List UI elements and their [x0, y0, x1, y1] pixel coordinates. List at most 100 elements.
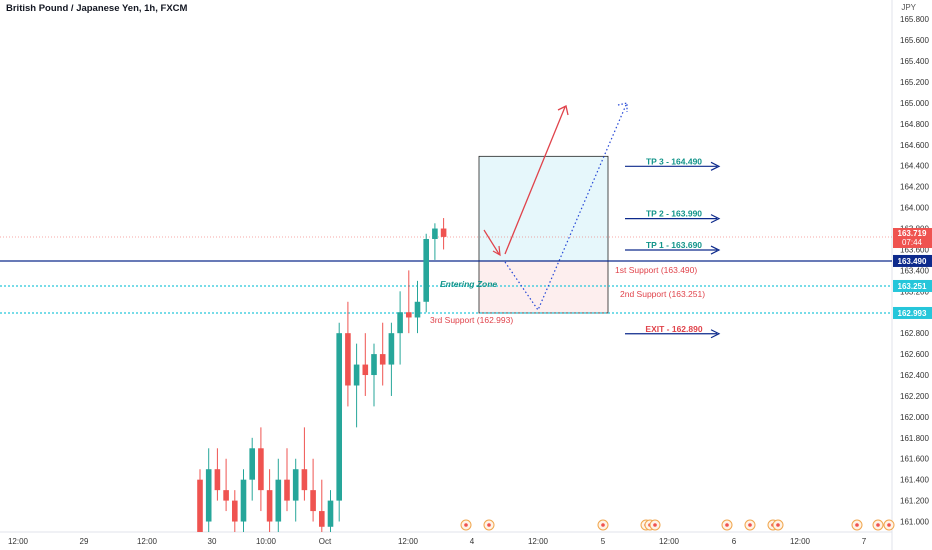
candle-body[interactable] — [319, 511, 325, 527]
candle-body[interactable] — [388, 333, 395, 365]
stop-loss-zone — [479, 260, 608, 313]
y-tick-label: 161.800 — [900, 434, 929, 443]
candle-body[interactable] — [336, 333, 342, 501]
x-tick-label: 12:00 — [528, 537, 549, 546]
y-tick-label: 162.200 — [900, 392, 929, 401]
y-tick-label: 161.200 — [900, 497, 929, 506]
y-tick-label: 165.200 — [900, 78, 929, 87]
x-tick-label: 10:00 — [256, 537, 277, 546]
x-tick-label: 12:00 — [8, 537, 29, 546]
target-arrow-head — [710, 214, 721, 224]
y-tick-label: 163.400 — [900, 266, 929, 275]
price-axis-level-tag — [893, 279, 932, 292]
candle-body[interactable] — [223, 490, 229, 501]
candle-body[interactable] — [345, 333, 351, 386]
y-tick-label: 162.800 — [900, 329, 929, 338]
entering-zone-label: Entering Zone — [440, 279, 497, 289]
price-axis-level-tag — [893, 254, 932, 267]
economic-event-dot — [776, 523, 780, 527]
candle-body[interactable] — [327, 500, 334, 527]
symbol-title: British Pound / Japanese Yen, 1h, FXCM — [6, 3, 188, 14]
last-price-label: 163.719 — [898, 229, 927, 238]
candle-body[interactable] — [214, 469, 221, 491]
x-tick-label: 5 — [601, 537, 606, 546]
x-tick-label: 12:00 — [790, 537, 811, 546]
countdown-label: 07:44 — [902, 238, 923, 247]
economic-event-dot — [855, 523, 859, 527]
economic-event-dot — [876, 523, 880, 527]
candle-body[interactable] — [284, 479, 290, 501]
candle-body[interactable] — [371, 354, 377, 376]
support-1-label: 1st Support (163.490) — [615, 265, 697, 275]
economic-event-dot — [464, 523, 468, 527]
economic-event-dot — [725, 523, 729, 527]
candle-body[interactable] — [301, 469, 308, 491]
y-tick-label: 164.200 — [900, 183, 929, 192]
x-tick-label: Oct — [319, 537, 332, 546]
y-tick-label: 164.400 — [900, 162, 929, 171]
last-price-tag — [893, 228, 932, 249]
candle-body[interactable] — [292, 469, 299, 501]
x-tick-label: 4 — [470, 537, 475, 546]
y-tick-label: 161.000 — [900, 518, 929, 527]
economic-event-dot — [748, 523, 752, 527]
y-tick-label: 165.000 — [900, 99, 929, 108]
candle-body[interactable] — [275, 479, 282, 522]
candle-body[interactable] — [197, 479, 203, 532]
y-tick-label: 164.800 — [900, 120, 929, 129]
bullish-arrowhead — [557, 105, 569, 116]
candle-body[interactable] — [205, 469, 212, 522]
support-2-label: 2nd Support (163.251) — [620, 289, 705, 299]
support-3-label: 3rd Support (162.993) — [430, 315, 513, 325]
y-tick-label: 165.800 — [900, 15, 929, 24]
candle-body[interactable] — [310, 490, 316, 512]
target-label: TP 3 - 164.490 — [646, 156, 702, 166]
candle-body[interactable] — [397, 312, 403, 334]
candle-body[interactable] — [414, 301, 421, 318]
y-tick-label: 164.600 — [900, 141, 929, 150]
candle-body[interactable] — [249, 448, 255, 480]
price-axis-level-label: 162.993 — [898, 309, 927, 318]
target-arrow-head — [710, 161, 721, 171]
candle-body[interactable] — [379, 354, 386, 365]
x-tick-label: 7 — [862, 537, 867, 546]
candle-body[interactable] — [353, 364, 360, 386]
y-tick-label: 165.600 — [900, 36, 929, 45]
candle-body[interactable] — [258, 448, 264, 491]
candle-body[interactable] — [406, 312, 412, 318]
pullback-arrow — [483, 229, 500, 255]
candle-body[interactable] — [232, 500, 238, 522]
x-tick-label: 30 — [208, 537, 217, 546]
target-label: TP 2 - 163.990 — [646, 209, 702, 219]
y-tick-label: 162.400 — [900, 371, 929, 380]
currency-label: JPY — [901, 3, 916, 12]
x-tick-label: 29 — [80, 537, 89, 546]
bullish-projection-arrow — [504, 106, 566, 255]
y-tick-label: 162.000 — [900, 413, 929, 422]
candle-body[interactable] — [266, 490, 273, 522]
candle-body[interactable] — [362, 364, 369, 376]
target-arrow-head — [710, 245, 721, 255]
target-label: EXIT - 162.890 — [645, 324, 702, 334]
candle-body[interactable] — [432, 228, 438, 239]
pullback-arrowhead — [492, 245, 501, 257]
target-arrow-head — [710, 329, 721, 339]
price-axis-level-tag — [893, 306, 932, 319]
y-tick-label: 162.600 — [900, 350, 929, 359]
x-tick-label: 12:00 — [398, 537, 419, 546]
candle-body[interactable] — [423, 238, 429, 302]
x-tick-label: 12:00 — [659, 537, 680, 546]
y-tick-label: 164.000 — [900, 204, 929, 213]
take-profit-zone — [479, 156, 608, 261]
x-tick-label: 12:00 — [137, 537, 158, 546]
economic-event-dot — [487, 523, 491, 527]
y-tick-label: 161.600 — [900, 455, 929, 464]
y-tick-label: 165.400 — [900, 57, 929, 66]
price-axis-level-label: 163.490 — [898, 257, 927, 266]
candle-body[interactable] — [440, 228, 447, 237]
economic-event-dot — [653, 523, 657, 527]
economic-event-dot — [601, 523, 605, 527]
candle-body[interactable] — [240, 479, 247, 522]
